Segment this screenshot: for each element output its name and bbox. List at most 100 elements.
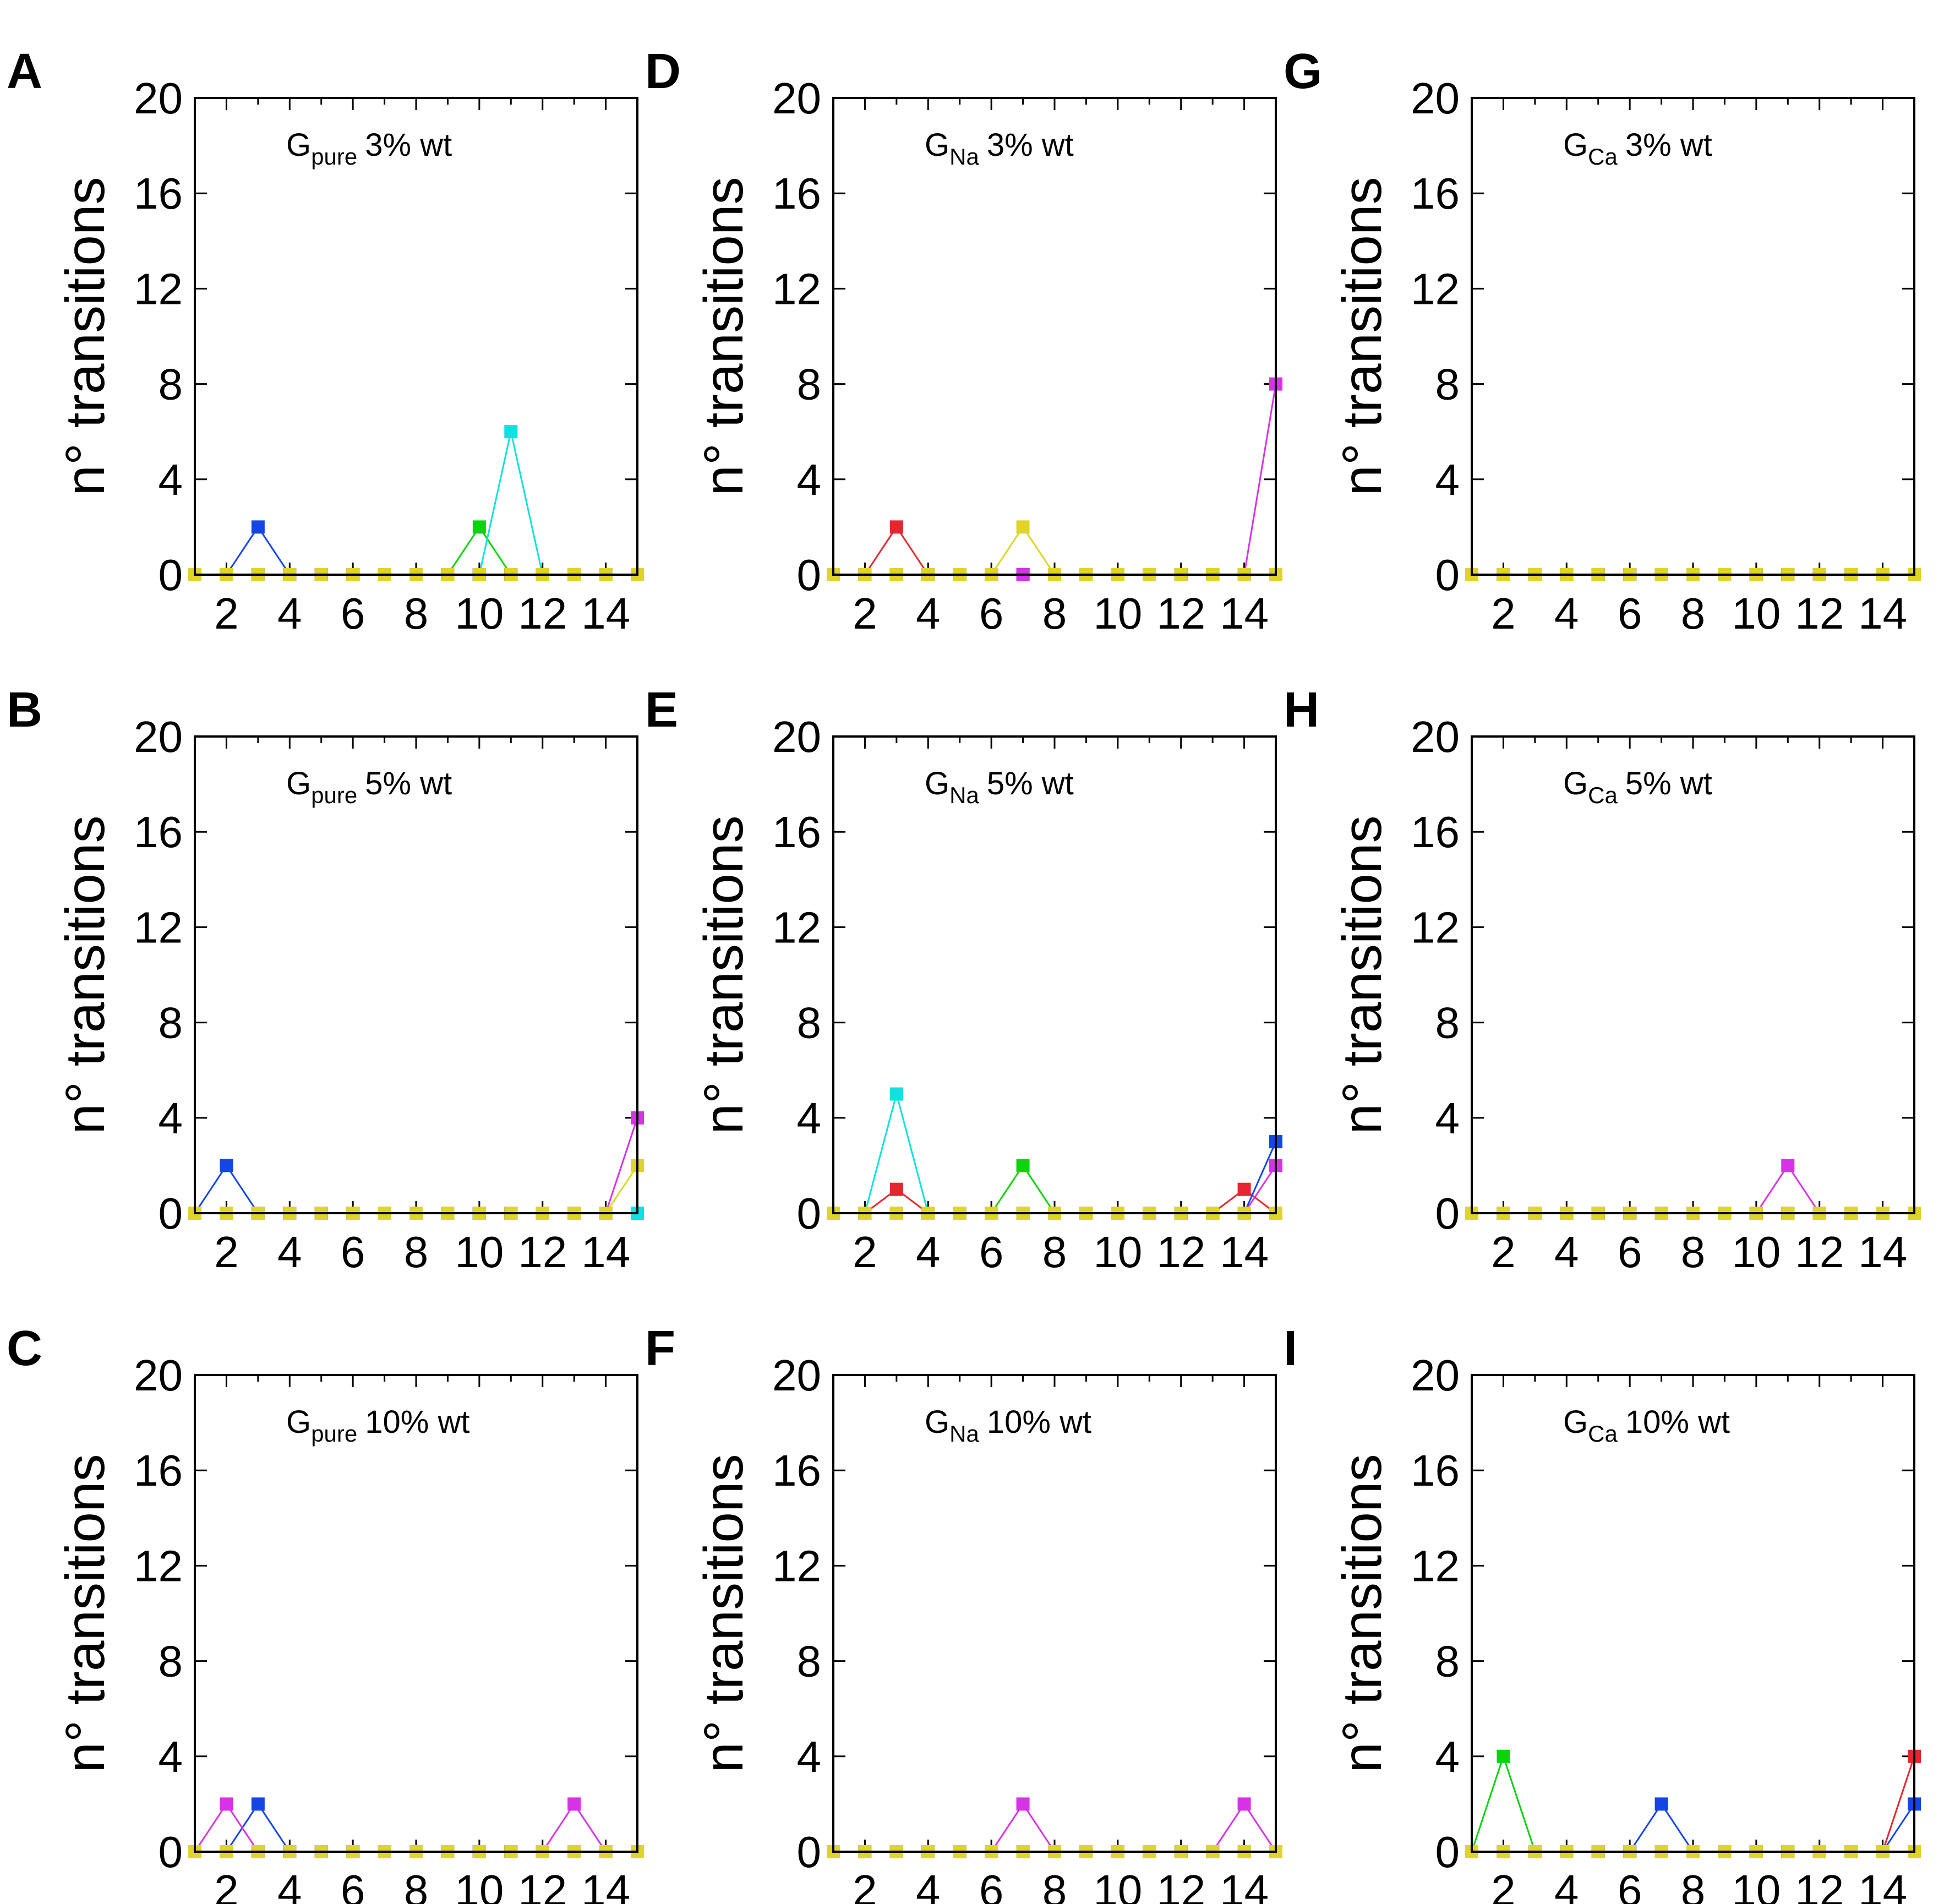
x-tick-label: 12: [1795, 1227, 1844, 1276]
y-tick-label: 20: [134, 712, 183, 761]
y-tick-label: 4: [159, 1094, 183, 1143]
x-tick-label: 2: [853, 1227, 877, 1276]
y-tick-label: 0: [797, 550, 822, 599]
panel-letter: G: [1284, 44, 1322, 99]
title-rest: 3% wt: [1625, 127, 1712, 163]
title-rest: 10% wt: [1625, 1404, 1730, 1440]
y-tick-label: 0: [797, 1189, 822, 1238]
x-tick-label: 6: [1618, 1866, 1642, 1904]
y-tick-label: 16: [772, 1446, 821, 1495]
y-tick-label: 0: [1435, 1189, 1460, 1238]
data-point: [504, 425, 518, 439]
data-point: [1016, 1797, 1030, 1811]
x-tick-label: 8: [404, 1866, 429, 1904]
y-axis-label: n° transitions: [693, 177, 755, 495]
y-tick-label: 4: [1435, 1732, 1460, 1781]
x-tick-label: 14: [1220, 1227, 1269, 1276]
panel-letter: E: [645, 683, 678, 738]
y-tick-label: 20: [772, 74, 821, 123]
panel-letter: D: [645, 44, 681, 99]
data-point: [1654, 1797, 1668, 1811]
data-point: [1016, 520, 1030, 534]
data-point: [1016, 1159, 1030, 1172]
title-main: G: [925, 127, 949, 163]
title-subscript: Ca: [1588, 782, 1618, 808]
data-point: [567, 1797, 581, 1811]
plot-frame: [1471, 735, 1915, 1214]
x-tick-label: 2: [214, 589, 239, 638]
data-point: [889, 1087, 903, 1101]
y-tick-label: 8: [797, 360, 822, 409]
title-rest: 5% wt: [987, 766, 1074, 801]
y-tick-label: 16: [1411, 1446, 1460, 1495]
y-tick-label: 16: [1411, 169, 1460, 218]
y-tick-label: 0: [159, 550, 183, 599]
y-tick-label: 8: [159, 999, 183, 1048]
plot-frame: [194, 97, 638, 576]
data-point: [251, 520, 265, 534]
y-tick-label: 20: [134, 1351, 183, 1400]
y-tick-label: 20: [1411, 74, 1460, 123]
y-axis-label: n° transitions: [1331, 177, 1393, 495]
series-line: [195, 1117, 638, 1214]
y-tick-label: 4: [1435, 455, 1460, 504]
panel-title: GCa 5% wt: [1563, 766, 1712, 808]
panel-title: GCa 3% wt: [1563, 127, 1712, 170]
y-tick-label: 16: [772, 808, 821, 856]
x-tick-label: 12: [518, 589, 567, 638]
x-tick-label: 8: [1042, 1866, 1067, 1904]
x-tick-label: 14: [581, 1227, 630, 1276]
title-rest: 10% wt: [365, 1404, 469, 1440]
y-axis-label: n° transitions: [1331, 1454, 1393, 1772]
title-subscript: Ca: [1588, 1421, 1618, 1447]
y-tick-label: 0: [797, 1827, 822, 1876]
x-tick-label: 2: [214, 1866, 239, 1904]
plot-frame: [194, 1374, 638, 1853]
series-line: [833, 384, 1277, 576]
y-tick-label: 12: [1411, 903, 1460, 952]
title-subscript: Na: [949, 782, 979, 808]
series-series5: [827, 377, 1282, 581]
x-tick-label: 8: [1681, 1227, 1706, 1276]
y-tick-label: 16: [134, 1446, 183, 1495]
x-tick-label: 2: [1491, 589, 1516, 638]
plot-frame: [194, 735, 638, 1214]
x-tick-label: 4: [1554, 1227, 1579, 1276]
x-tick-label: 14: [1220, 589, 1269, 638]
title-main: G: [1563, 766, 1588, 801]
data-point: [220, 1159, 233, 1172]
x-tick-label: 14: [581, 1866, 630, 1904]
y-tick-label: 4: [159, 1732, 183, 1781]
x-tick-label: 12: [1156, 1866, 1205, 1904]
x-tick-label: 10: [1732, 589, 1781, 638]
x-tick-label: 8: [1042, 1227, 1067, 1276]
title-subscript: pure: [311, 1421, 357, 1447]
y-tick-label: 16: [1411, 808, 1460, 856]
x-tick-label: 14: [1858, 589, 1907, 638]
title-main: G: [925, 766, 949, 801]
y-tick-label: 12: [134, 903, 183, 952]
x-tick-label: 2: [214, 1227, 239, 1276]
series-series6: [188, 1159, 644, 1220]
y-tick-label: 0: [1435, 1827, 1460, 1876]
panel-title: GNa 10% wt: [925, 1404, 1091, 1447]
data-point: [889, 1182, 903, 1196]
panel-title: GNa 3% wt: [925, 127, 1074, 170]
panel-title: Gpure 10% wt: [286, 1404, 469, 1447]
series-line: [195, 431, 637, 576]
y-tick-label: 0: [159, 1827, 183, 1876]
title-rest: 3% wt: [987, 127, 1074, 163]
x-tick-label: 6: [979, 589, 1004, 638]
x-tick-label: 12: [518, 1866, 567, 1904]
panel-title: Gpure 3% wt: [286, 127, 452, 170]
x-tick-label: 10: [1093, 1227, 1142, 1276]
y-tick-label: 12: [772, 903, 821, 952]
y-axis-label: n° transitions: [1331, 815, 1393, 1134]
x-tick-label: 6: [341, 1866, 365, 1904]
data-point: [1237, 1797, 1251, 1811]
y-tick-label: 20: [1411, 1351, 1460, 1400]
